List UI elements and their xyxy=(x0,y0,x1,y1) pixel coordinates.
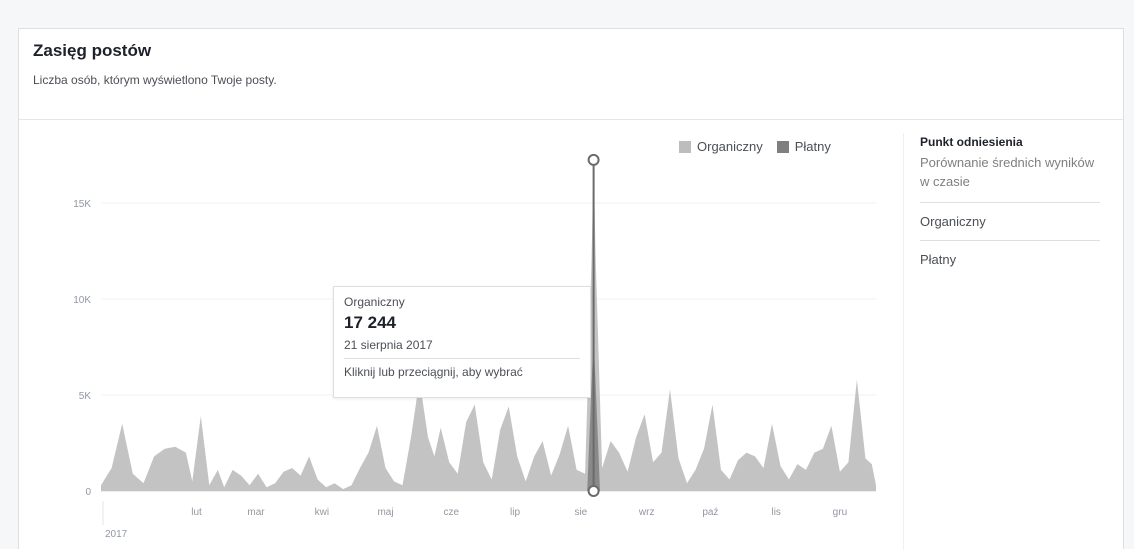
x-tick-label: lip xyxy=(510,507,520,518)
chart-tooltip: Organiczny 17 244 21 sierpnia 2017 Klikn… xyxy=(333,286,591,398)
x-year-label: 2017 xyxy=(105,529,128,540)
x-tick-label: mar xyxy=(247,507,265,518)
organic-area-series xyxy=(101,159,876,491)
x-tick-label: maj xyxy=(377,507,393,518)
benchmark-option-organic[interactable]: Organiczny xyxy=(920,214,986,229)
x-tick-label: lut xyxy=(191,507,202,518)
legend-label-organic: Organiczny xyxy=(697,139,763,154)
y-tick-label: 15K xyxy=(73,199,91,210)
tooltip-hint: Kliknij lub przeciągnij, aby wybrać xyxy=(344,365,523,379)
benchmark-divider xyxy=(920,202,1100,203)
y-tick-label: 5K xyxy=(79,391,92,402)
x-tick-label: paź xyxy=(702,507,718,518)
legend-item-organic[interactable]: Organiczny xyxy=(679,139,763,154)
legend-label-paid: Płatny xyxy=(794,139,831,154)
post-reach-card: Zasięg postów Liczba osób, którym wyświe… xyxy=(18,28,1124,550)
tooltip-date: 21 sierpnia 2017 xyxy=(344,338,580,359)
highlight-bottom-marker xyxy=(587,485,600,497)
legend-swatch-organic xyxy=(679,140,691,153)
y-tick-label: 10K xyxy=(73,295,91,306)
x-tick-label: lis xyxy=(771,507,780,518)
x-tick-label: cze xyxy=(444,507,460,518)
y-tick-label: 0 xyxy=(85,487,91,498)
x-tick-label: wrz xyxy=(638,507,655,518)
x-tick-label: kwi xyxy=(315,507,329,518)
x-tick-label: gru xyxy=(833,507,847,518)
x-tick-label: sie xyxy=(574,507,587,518)
benchmark-divider xyxy=(920,240,1100,241)
benchmark-description: Porównanie średnich wyników w czasie xyxy=(920,155,1095,189)
tooltip-value: 17 244 xyxy=(344,313,396,332)
card-subtitle: Liczba osób, którym wyświetlono Twoje po… xyxy=(33,73,277,87)
chart-legend: Organiczny Płatny xyxy=(679,139,831,154)
highlight-top-marker xyxy=(587,153,600,166)
benchmark-panel: Punkt odniesienia Porównanie średnich wy… xyxy=(903,133,1113,550)
legend-swatch-paid xyxy=(776,140,789,153)
tooltip-series: Organiczny xyxy=(344,295,405,309)
benchmark-title: Punkt odniesienia xyxy=(920,135,1023,149)
card-header: Zasięg postów Liczba osób, którym wyświe… xyxy=(19,29,1123,120)
legend-item-paid[interactable]: Płatny xyxy=(776,139,831,154)
benchmark-option-paid[interactable]: Płatny xyxy=(920,252,957,267)
card-title: Zasięg postów xyxy=(33,41,152,60)
